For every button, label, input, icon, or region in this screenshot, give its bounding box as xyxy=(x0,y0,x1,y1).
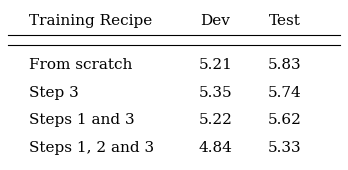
Text: 4.84: 4.84 xyxy=(198,141,232,155)
Text: 5.22: 5.22 xyxy=(198,113,232,127)
Text: Dev: Dev xyxy=(200,14,230,28)
Text: 5.74: 5.74 xyxy=(268,86,301,99)
Text: Steps 1, 2 and 3: Steps 1, 2 and 3 xyxy=(29,141,154,155)
Text: Test: Test xyxy=(269,14,300,28)
Text: 5.21: 5.21 xyxy=(198,58,232,72)
Text: From scratch: From scratch xyxy=(29,58,132,72)
Text: 5.83: 5.83 xyxy=(268,58,301,72)
Text: 5.33: 5.33 xyxy=(268,141,301,155)
Text: Training Recipe: Training Recipe xyxy=(29,14,152,28)
Text: 5.62: 5.62 xyxy=(268,113,301,127)
Text: 5.35: 5.35 xyxy=(199,86,232,99)
Text: Step 3: Step 3 xyxy=(29,86,79,99)
Text: Steps 1 and 3: Steps 1 and 3 xyxy=(29,113,135,127)
